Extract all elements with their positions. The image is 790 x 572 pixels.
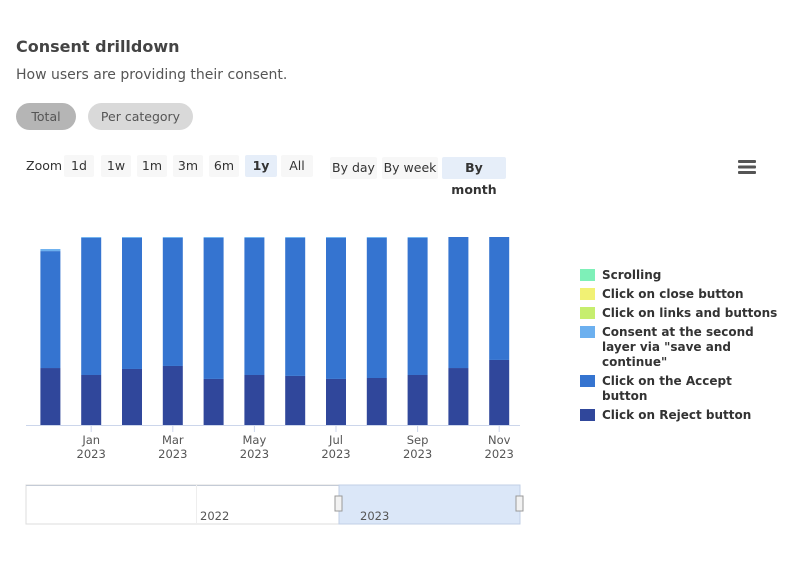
period-button[interactable]: By month	[442, 157, 506, 179]
bar-segment	[122, 369, 142, 425]
bar-segment	[326, 379, 346, 425]
bar-segment	[244, 237, 264, 238]
tab[interactable]: Per category	[88, 103, 193, 130]
bar-segment	[244, 238, 264, 375]
bar-segment	[408, 238, 428, 375]
bar-segment	[367, 238, 387, 378]
x-tick-label: Mar	[162, 433, 184, 447]
x-tick-label: Sep	[407, 433, 429, 447]
bar-segment	[163, 366, 183, 425]
bar-segment	[285, 376, 305, 425]
zoom-button[interactable]: 3m	[173, 155, 203, 177]
period-button[interactable]: By week	[382, 157, 438, 179]
x-tick-year: 2023	[77, 447, 106, 461]
x-tick-year: 2023	[321, 447, 350, 461]
bar-segment	[163, 237, 183, 238]
zoom-button[interactable]: 1w	[101, 155, 131, 177]
bar-segment	[408, 237, 428, 238]
bar-segment	[122, 237, 142, 238]
bar-segment	[163, 238, 183, 366]
bar-segment	[244, 375, 264, 425]
bar-segment	[40, 368, 60, 425]
bar-segment	[448, 237, 468, 368]
navigator-label: 2022	[200, 509, 229, 523]
x-tick-year: 2023	[403, 447, 432, 461]
bar-segment	[326, 237, 346, 238]
navigator-handle[interactable]	[335, 496, 342, 511]
period-button[interactable]: By day	[330, 157, 377, 179]
bar-segment	[489, 360, 509, 425]
bar-segment	[81, 237, 101, 238]
zoom-button[interactable]: 6m	[209, 155, 239, 177]
bar-segment	[40, 249, 60, 251]
bar-segment	[81, 375, 101, 425]
x-tick-year: 2023	[158, 447, 187, 461]
zoom-button[interactable]: 1y	[245, 155, 277, 177]
x-tick-label: Nov	[488, 433, 511, 447]
bar-segment	[204, 237, 224, 238]
navigator-label: 2023	[360, 509, 389, 523]
bar-segment	[204, 238, 224, 379]
bar-segment	[326, 238, 346, 379]
x-tick-label: Jul	[328, 433, 343, 447]
navigator-handle[interactable]	[516, 496, 523, 511]
bar-segment	[204, 379, 224, 425]
zoom-button[interactable]: All	[281, 155, 313, 177]
bar-segment	[367, 237, 387, 238]
bar-segment	[489, 237, 509, 360]
bar-segment	[285, 238, 305, 376]
zoom-button[interactable]: 1d	[64, 155, 94, 177]
zoom-button[interactable]: 1m	[137, 155, 167, 177]
bar-segment	[285, 237, 305, 238]
bar-segment	[122, 238, 142, 369]
bar-segment	[367, 378, 387, 425]
menu-icon[interactable]	[738, 160, 756, 174]
bar-segment	[448, 368, 468, 425]
x-tick-year: 2023	[485, 447, 514, 461]
x-tick-year: 2023	[240, 447, 269, 461]
bar-segment	[81, 238, 101, 375]
x-tick-label: May	[243, 433, 267, 447]
x-tick-label: Jan	[81, 433, 100, 447]
tab[interactable]: Total	[16, 103, 76, 130]
bar-segment	[408, 375, 428, 425]
bar-segment	[40, 251, 60, 368]
